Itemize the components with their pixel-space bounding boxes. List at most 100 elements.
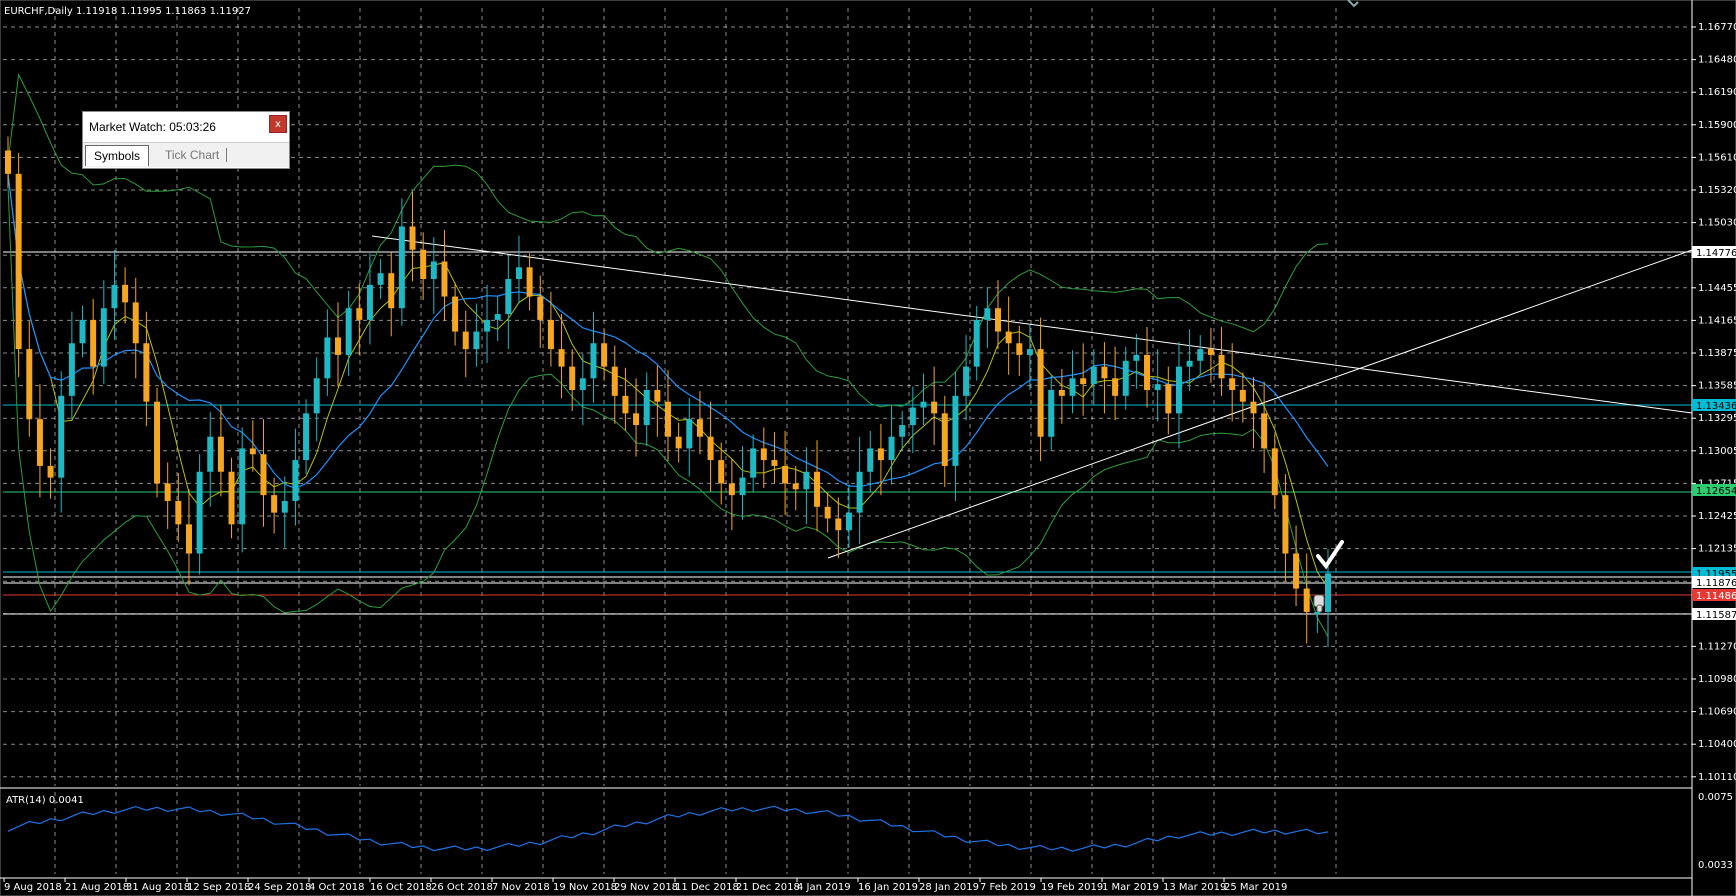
candle-body [675, 436, 682, 449]
candle-body [537, 296, 544, 320]
trendline-resistance [371, 235, 1693, 414]
thumbs-down-icon [1313, 594, 1325, 613]
candle-body [1165, 384, 1172, 414]
candle-body [771, 460, 778, 466]
time-axis-label: 21 Dec 2018 [736, 882, 800, 893]
candle-body [579, 378, 586, 390]
candle-body [462, 331, 469, 350]
candle-body [1282, 495, 1289, 554]
candle-body [707, 436, 714, 461]
candle-body [633, 413, 640, 426]
candle-body [856, 471, 863, 513]
candle-body [782, 465, 789, 484]
price-axis-label: 1.14455 [1698, 283, 1736, 294]
time-axis-label: 9 Aug 2018 [4, 882, 62, 893]
price-axis-label: 1.15610 [1698, 152, 1736, 163]
time-axis-label: 16 Jan 2019 [858, 882, 918, 893]
price-axis-label: 1.15900 [1698, 120, 1736, 131]
candle-body [132, 302, 139, 344]
atr-line [7, 805, 1329, 852]
trendline-support [827, 249, 1693, 559]
candle-body [260, 454, 267, 496]
candle-body [1293, 553, 1300, 589]
tab-symbols[interactable]: Symbols [85, 145, 150, 166]
tab-tick-chart[interactable]: Tick Chart [165, 148, 220, 162]
bollinger-bands [7, 72, 1329, 637]
candle-body [58, 395, 65, 478]
candle-body [1037, 349, 1044, 437]
price-axis-label: 1.15320 [1698, 185, 1736, 196]
price-axis-label: 1.11270 [1698, 641, 1736, 652]
market-watch-window[interactable]: Market Watch: 05:03:26 x Symbols Tick Ch… [82, 111, 290, 169]
candle-body [686, 419, 693, 449]
candle-body [569, 366, 576, 390]
candle-body [1197, 349, 1204, 361]
candle-body [824, 506, 831, 519]
candle-body [175, 500, 182, 525]
candle-body [1080, 378, 1087, 385]
candle-body [622, 395, 629, 414]
time-axis-label: 21 Aug 2018 [65, 882, 129, 893]
price-tag [1692, 246, 1736, 258]
candle-body [1101, 366, 1108, 379]
candle-body [558, 349, 565, 367]
candle-body [324, 337, 331, 379]
candle-body [15, 173, 22, 350]
price-tag-label: 1.12654 [1696, 486, 1736, 497]
candle-body [1207, 349, 1214, 355]
candle-body [665, 401, 671, 437]
candle-body [1271, 448, 1278, 496]
price-axis-label: 1.10400 [1698, 739, 1736, 750]
candle-body [494, 314, 501, 320]
indicator-axis-label: 0.0075 [1698, 792, 1733, 803]
candle-body [835, 518, 842, 531]
time-axis-label: 7 Feb 2019 [980, 882, 1036, 893]
price-tag [1692, 576, 1736, 588]
price-axis-label: 1.13875 [1698, 348, 1736, 359]
price-axis-label: 1.10690 [1698, 707, 1736, 718]
candle-body [452, 296, 459, 332]
candle-body [1058, 389, 1065, 396]
time-axis-label: 26 Oct 2018 [431, 882, 493, 893]
price-tag [1692, 484, 1736, 496]
candle-body [515, 267, 522, 280]
check-mark-icon [1316, 540, 1344, 570]
candle-body [398, 226, 405, 309]
price-tag [1692, 399, 1736, 411]
indicator-axis-label: 0.0033 [1698, 860, 1733, 871]
candle-body [420, 249, 427, 280]
price-axis-label: 1.12425 [1698, 511, 1736, 522]
candle-body [79, 319, 86, 344]
candle-body [1325, 573, 1331, 612]
time-axis-label: 24 Sep 2018 [248, 882, 311, 893]
time-axis-label: 4 Oct 2018 [309, 882, 364, 893]
time-axis-label: 11 Dec 2018 [675, 882, 739, 893]
candle-body [228, 471, 235, 525]
candle-body [1175, 366, 1182, 414]
trendlines [371, 235, 1693, 559]
price-axis-label: 1.13585 [1698, 381, 1736, 392]
candle-body [47, 465, 54, 478]
candle-body [441, 261, 448, 297]
horizontal-levels [3, 251, 1692, 615]
candle-body [313, 378, 320, 414]
time-axis-label: 29 Nov 2018 [614, 882, 678, 893]
time-axis-label: 19 Nov 2018 [553, 882, 617, 893]
close-icon[interactable]: x [269, 115, 287, 133]
candle-body [271, 495, 278, 513]
candle-body [154, 401, 161, 484]
time-axis-label: 28 Jan 2019 [919, 882, 979, 893]
candle-body [1069, 378, 1076, 396]
candle-body [654, 389, 661, 402]
candle-body [526, 267, 533, 297]
candle-body [1186, 360, 1193, 367]
time-axis-label: 4 Jan 2019 [797, 882, 851, 893]
candle-body [1218, 354, 1225, 379]
candle-body [1229, 378, 1236, 390]
bollinger-lower [7, 185, 1329, 637]
candle-body [728, 483, 735, 496]
candle-body [281, 500, 288, 513]
price-axis-label: 1.10110 [1698, 772, 1736, 783]
candle-body [941, 413, 948, 466]
